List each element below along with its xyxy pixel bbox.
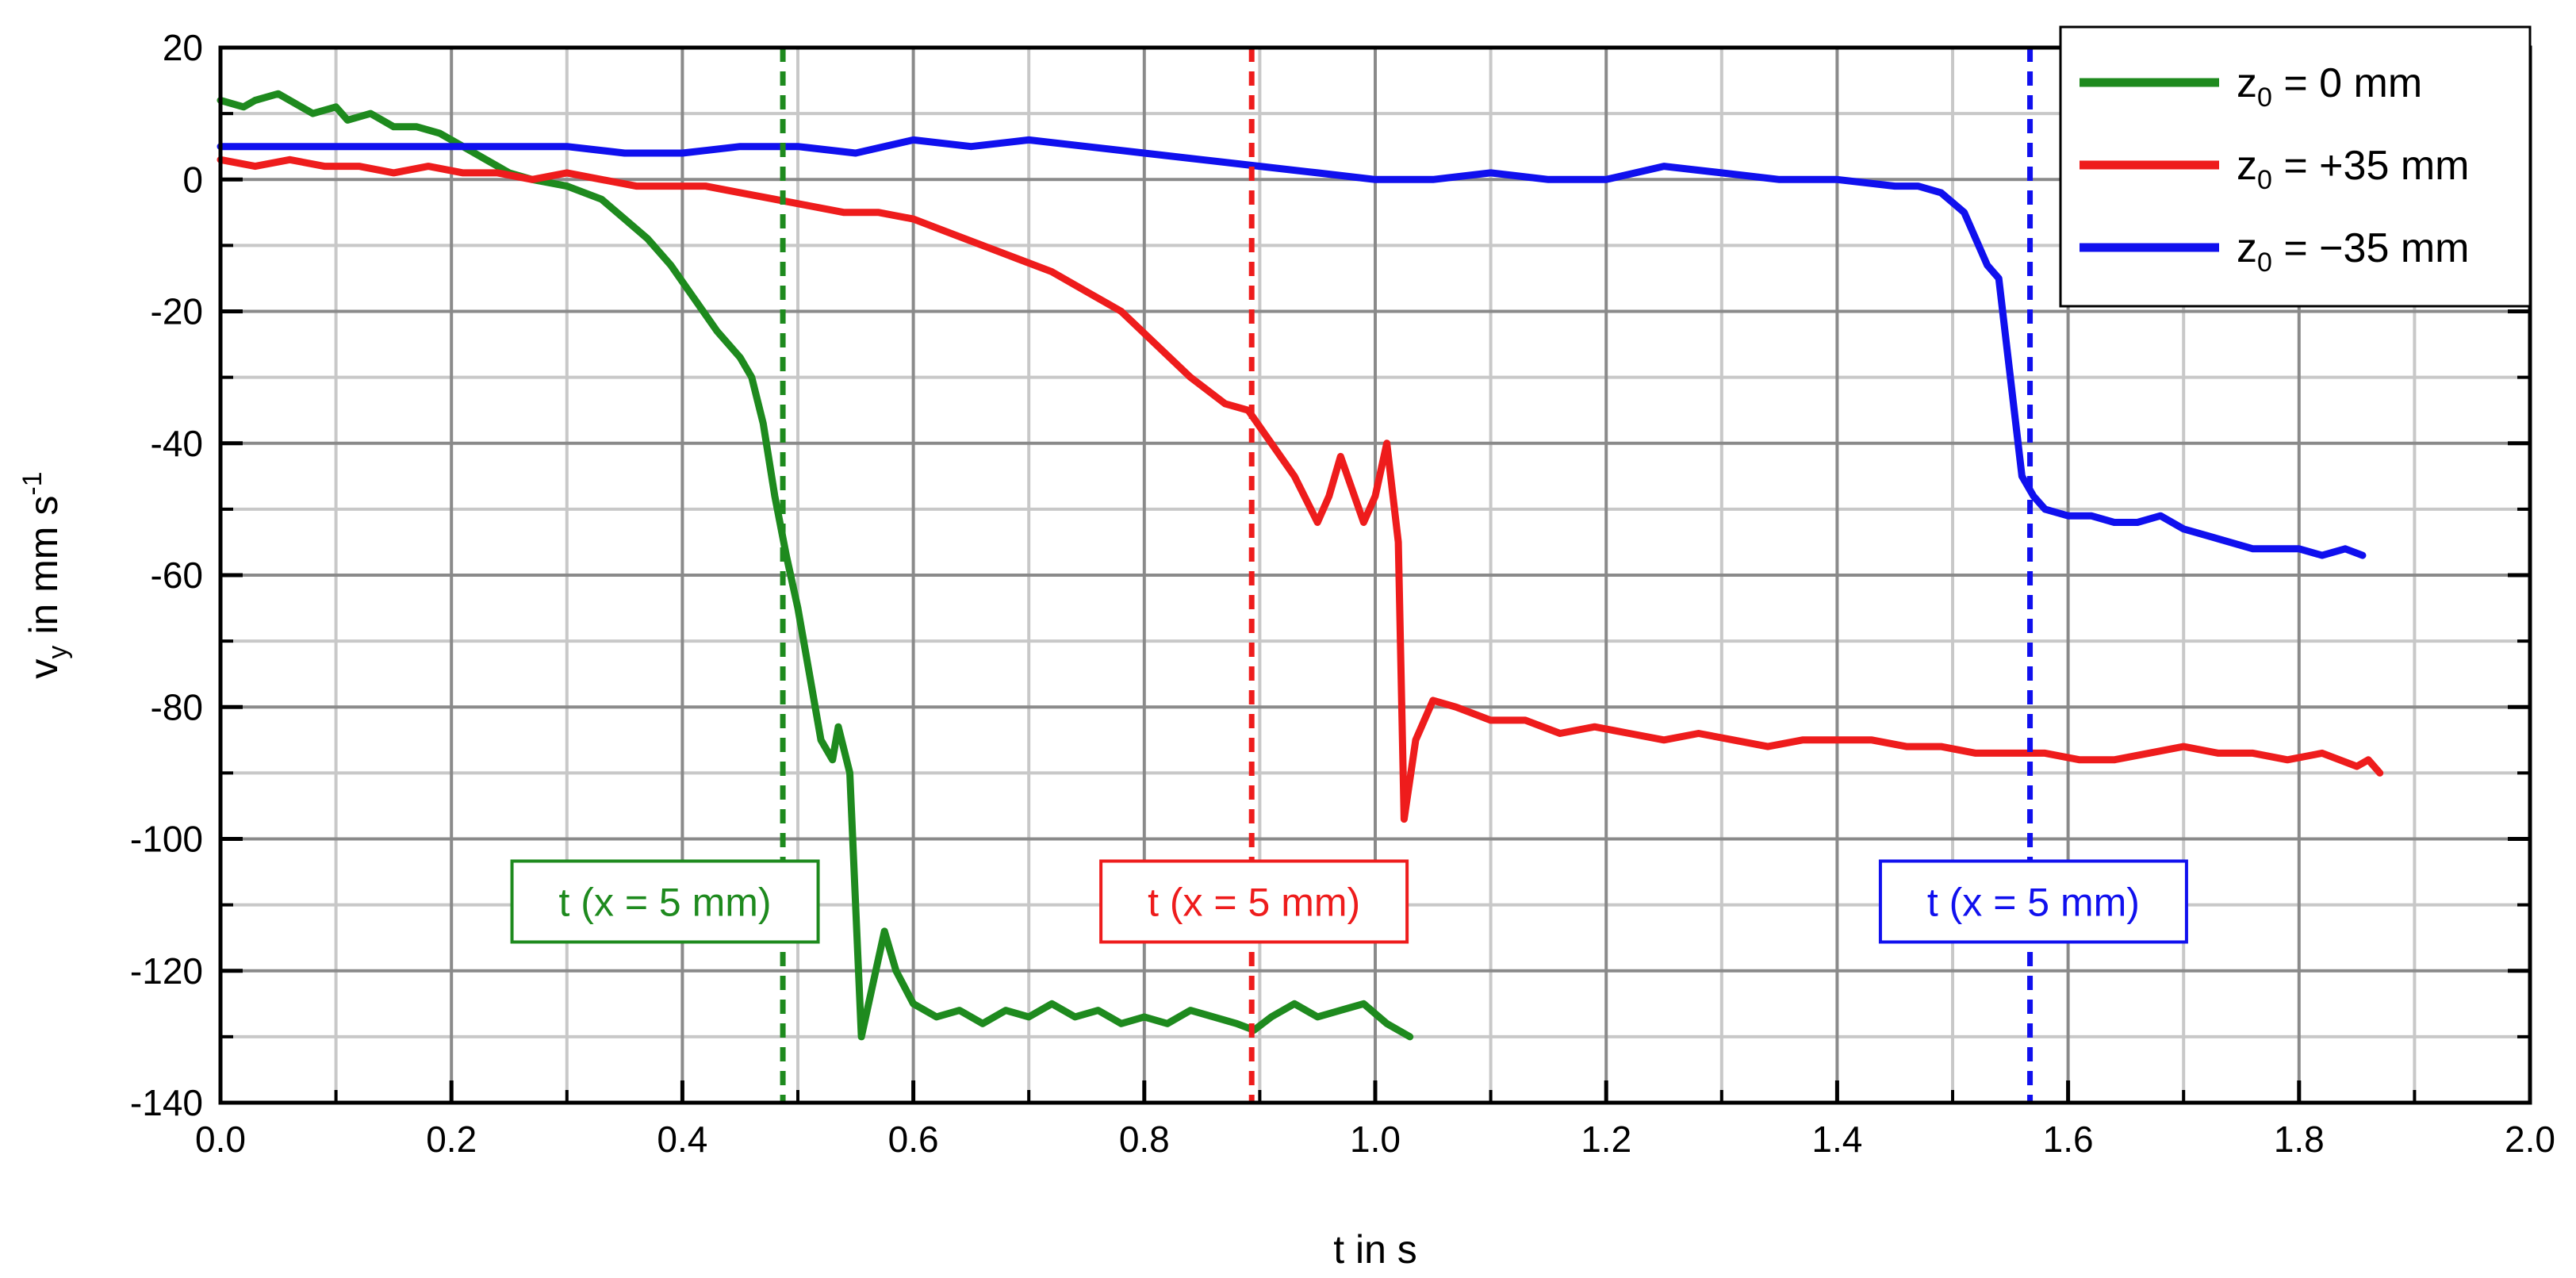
x-tick-label: 0.2 [426,1119,477,1160]
y-axis-title-unit: in mm s [21,496,66,646]
axis-ticks [218,45,2532,1105]
legend-subscript: 0 [2257,165,2272,195]
annotation-label-0: t (x = 5 mm) [559,880,772,924]
series-line-0 [217,90,1414,1041]
annotation-box-1 [1099,859,1409,944]
series-layer [217,90,2384,1041]
legend-value: = +35 mm [2272,143,2470,189]
annotation-label-1: t (x = 5 mm) [1148,880,1360,924]
x-tick-label: 0.0 [195,1119,246,1160]
y-tick-label: 0 [182,159,203,200]
legend-symbol: z [2237,60,2257,106]
y-tick-label: -60 [151,555,203,596]
y-tick-labels: -140 -120 -100 -80 -60 -40 -20 0 20 [130,27,203,1123]
annotation-boxes: t (x = 5 mm) t (x = 5 mm) t (x = 5 mm) [510,859,2188,944]
y-tick-label: -40 [151,423,203,464]
x-tick-label: 1.8 [2274,1119,2325,1160]
x-tick-label: 0.6 [888,1119,939,1160]
annotation-box-0 [510,859,820,944]
x-tick-label: 2.0 [2505,1119,2555,1160]
legend-label-0: z0 = 0 mm [2237,60,2422,113]
y-tick-label: -80 [151,686,203,727]
legend-subscript: 0 [2257,248,2272,278]
x-tick-label: 1.2 [1581,1119,1631,1160]
series-line-1 [217,155,2384,823]
y-tick-label: -140 [130,1082,203,1123]
y-axis-title-main: v [21,659,66,679]
legend-value: = 0 mm [2272,60,2422,106]
x-tick-labels: 0.0 0.2 0.4 0.6 0.8 1.0 1.2 1.4 1.6 1.8 2.0 [195,1119,2555,1160]
x-tick-label: 1.4 [1811,1119,1862,1160]
x-tick-label: 1.0 [1350,1119,1401,1160]
legend-subscript: 0 [2257,83,2272,113]
x-tick-label: 0.4 [657,1119,707,1160]
y-tick-label: -120 [130,950,203,992]
y-axis-title-sup: -1 [17,471,48,495]
x-tick-label: 0.8 [1119,1119,1170,1160]
legend-label-1: z0 = +35 mm [2237,143,2469,195]
x-axis-title: t in s [1333,1227,1417,1272]
y-tick-label: 20 [163,27,203,68]
legend-symbol: z [2237,225,2257,271]
y-tick-label: -20 [151,291,203,332]
annotation-box-2 [1878,859,2188,944]
legend-value: = −35 mm [2272,225,2470,271]
annotation-lines [780,48,2034,1103]
legend-symbol: z [2237,143,2257,189]
series-line-2 [217,136,2367,559]
x-tick-label: 1.6 [2043,1119,2094,1160]
y-tick-label: -100 [130,819,203,860]
annotation-label-2: t (x = 5 mm) [1927,880,2140,924]
y-axis-title: vy in mm s-1 [17,471,73,678]
legend-label-2: z0 = −35 mm [2237,225,2469,278]
y-axis-title-sub: y [43,646,73,659]
